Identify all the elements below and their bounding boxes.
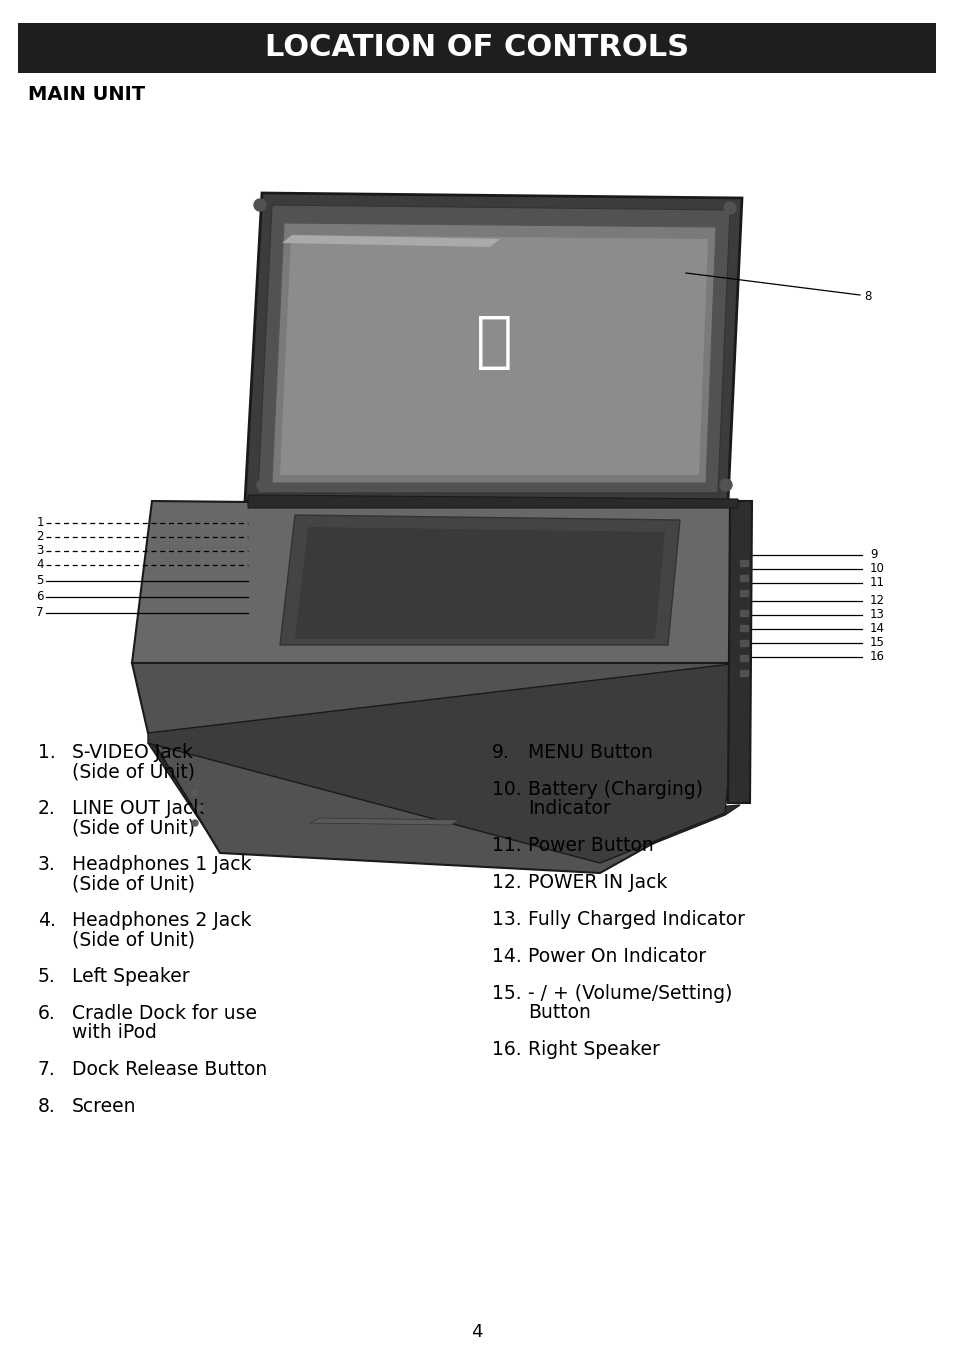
Text: 9: 9 xyxy=(869,548,877,562)
Text: POWER IN Jack: POWER IN Jack xyxy=(527,872,667,891)
Text: Ⓜ: Ⓜ xyxy=(476,313,512,372)
Text: Cradle Dock for use: Cradle Dock for use xyxy=(71,1005,256,1024)
Text: 13: 13 xyxy=(869,608,884,622)
Text: 8: 8 xyxy=(863,290,870,304)
Polygon shape xyxy=(257,204,729,493)
Text: Button: Button xyxy=(527,1003,590,1022)
Text: LINE OUT Jack: LINE OUT Jack xyxy=(71,799,204,818)
Bar xyxy=(740,671,747,676)
Text: 6: 6 xyxy=(36,590,44,604)
Text: 3.: 3. xyxy=(38,855,55,874)
Text: Power On Indicator: Power On Indicator xyxy=(527,947,705,966)
Text: 4: 4 xyxy=(471,1323,482,1341)
Text: 10: 10 xyxy=(869,563,884,575)
Polygon shape xyxy=(727,502,751,803)
Circle shape xyxy=(256,478,269,491)
Text: Battery (Charging): Battery (Charging) xyxy=(527,780,702,799)
Text: Power Button: Power Button xyxy=(527,836,653,855)
Bar xyxy=(740,590,747,596)
Polygon shape xyxy=(132,662,740,872)
Text: (Side of Unit): (Side of Unit) xyxy=(71,818,194,837)
Text: 15.: 15. xyxy=(492,984,521,1003)
Text: 7.: 7. xyxy=(38,1060,55,1079)
Text: 1.: 1. xyxy=(38,743,55,762)
Text: 16: 16 xyxy=(869,650,884,664)
Text: 15: 15 xyxy=(869,637,884,650)
Circle shape xyxy=(723,202,735,214)
Text: Screen: Screen xyxy=(71,1097,136,1116)
Text: 4: 4 xyxy=(36,559,44,571)
Text: Dock Release Button: Dock Release Button xyxy=(71,1060,267,1079)
Polygon shape xyxy=(734,507,740,662)
Text: 10.: 10. xyxy=(492,780,521,799)
Circle shape xyxy=(720,478,731,491)
Circle shape xyxy=(192,821,198,826)
Text: Headphones 1 Jack: Headphones 1 Jack xyxy=(71,855,252,874)
Text: 13.: 13. xyxy=(492,910,521,930)
Bar xyxy=(740,611,747,616)
Text: 14.: 14. xyxy=(492,947,521,966)
Text: 1: 1 xyxy=(36,517,44,529)
Text: LOCATION OF CONTROLS: LOCATION OF CONTROLS xyxy=(265,34,688,63)
Text: (Side of Unit): (Side of Unit) xyxy=(71,762,194,781)
Bar xyxy=(740,656,747,661)
Text: 2: 2 xyxy=(36,530,44,544)
Polygon shape xyxy=(272,224,716,483)
Text: 7: 7 xyxy=(36,607,44,620)
Text: 9.: 9. xyxy=(492,743,509,762)
Text: 12.: 12. xyxy=(492,872,521,891)
Text: 8.: 8. xyxy=(38,1097,55,1116)
Text: (Side of Unit): (Side of Unit) xyxy=(71,930,194,949)
Text: 5: 5 xyxy=(36,574,44,587)
Text: 4.: 4. xyxy=(38,910,56,930)
Text: Headphones 2 Jack: Headphones 2 Jack xyxy=(71,910,252,930)
Bar xyxy=(740,626,747,631)
Text: MENU Button: MENU Button xyxy=(527,743,652,762)
Circle shape xyxy=(192,791,198,796)
Text: 14: 14 xyxy=(869,623,884,635)
Text: Right Speaker: Right Speaker xyxy=(527,1040,659,1059)
Text: 11.: 11. xyxy=(492,836,521,855)
Bar xyxy=(740,560,747,566)
Polygon shape xyxy=(294,527,664,639)
Circle shape xyxy=(253,199,266,211)
Text: 5.: 5. xyxy=(38,966,55,985)
Text: Indicator: Indicator xyxy=(527,799,610,818)
Text: 2.: 2. xyxy=(38,799,55,818)
Text: 16.: 16. xyxy=(492,1040,521,1059)
FancyBboxPatch shape xyxy=(18,23,935,74)
Text: Fully Charged Indicator: Fully Charged Indicator xyxy=(527,910,744,930)
Bar xyxy=(740,641,747,646)
Bar xyxy=(740,575,747,581)
Polygon shape xyxy=(245,194,741,502)
Text: 12: 12 xyxy=(869,594,884,608)
Polygon shape xyxy=(148,662,740,863)
Polygon shape xyxy=(148,743,740,866)
Polygon shape xyxy=(310,818,459,825)
Text: - / + (Volume/Setting): - / + (Volume/Setting) xyxy=(527,984,732,1003)
Text: 6.: 6. xyxy=(38,1005,55,1024)
Polygon shape xyxy=(282,234,499,247)
Polygon shape xyxy=(280,234,707,474)
Text: MAIN UNIT: MAIN UNIT xyxy=(28,85,145,104)
Circle shape xyxy=(196,806,203,811)
Text: 11: 11 xyxy=(869,577,884,590)
Text: S-VIDEO Jack: S-VIDEO Jack xyxy=(71,743,193,762)
Polygon shape xyxy=(248,495,738,508)
Polygon shape xyxy=(132,502,740,662)
Polygon shape xyxy=(280,515,679,645)
Text: Left Speaker: Left Speaker xyxy=(71,966,190,985)
Text: 3: 3 xyxy=(36,544,44,557)
Text: with iPod: with iPod xyxy=(71,1024,156,1041)
Text: (Side of Unit): (Side of Unit) xyxy=(71,874,194,893)
